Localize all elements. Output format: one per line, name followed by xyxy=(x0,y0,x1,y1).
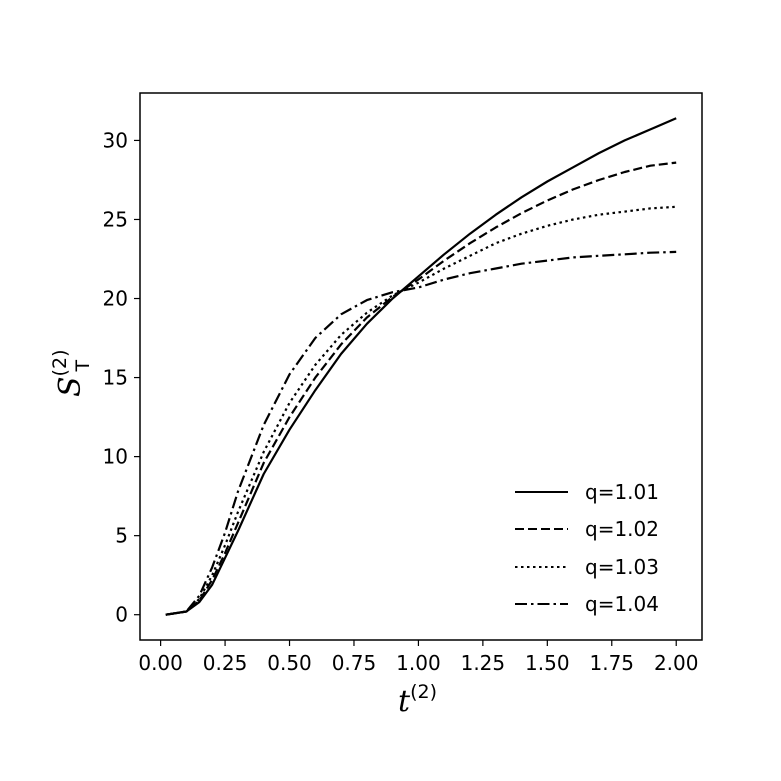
y-tick-label: 25 xyxy=(103,207,128,231)
series-line-q104 xyxy=(165,250,677,616)
y-tick-label: 10 xyxy=(103,445,128,469)
x-tick-label: 1.25 xyxy=(461,651,506,675)
x-tick-label: 0.00 xyxy=(138,651,183,675)
svg-text:S(2)T: S(2)T xyxy=(49,350,94,397)
legend-label-q101: q=1.01 xyxy=(585,480,659,504)
legend-label-q103: q=1.03 xyxy=(585,555,659,579)
x-axis-label: t(2) xyxy=(398,681,437,719)
y-tick-label: 0 xyxy=(115,603,128,627)
x-tick-label: 2.00 xyxy=(654,651,699,675)
x-tick-label: 1.50 xyxy=(525,651,570,675)
y-tick-label: 20 xyxy=(103,287,128,311)
y-axis-label: S(2)T xyxy=(49,350,94,397)
series-line-q102 xyxy=(165,161,677,616)
plot-frame xyxy=(139,92,703,641)
legend: q=1.01 q=1.02 q=1.03 q=1.04 xyxy=(515,480,659,616)
legend-label-q104: q=1.04 xyxy=(585,592,659,616)
series-lines xyxy=(165,117,677,616)
legend-label-q102: q=1.02 xyxy=(585,517,659,541)
x-axis-ticks: 0.00 0.25 0.50 0.75 1.00 1.25 1.50 1.75 2.00 xyxy=(138,640,698,675)
y-axis-ticks: 0 5 10 15 20 25 30 xyxy=(103,128,140,627)
y-tick-label: 5 xyxy=(115,524,128,548)
x-tick-label: 1.75 xyxy=(590,651,635,675)
x-tick-label: 0.50 xyxy=(267,651,312,675)
y-tick-label: 30 xyxy=(103,128,128,152)
x-tick-label: 1.00 xyxy=(396,651,441,675)
x-tick-label: 0.25 xyxy=(203,651,248,675)
x-tick-label: 0.75 xyxy=(332,651,377,675)
y-tick-label: 15 xyxy=(103,366,128,390)
series-line-q101 xyxy=(165,117,677,616)
